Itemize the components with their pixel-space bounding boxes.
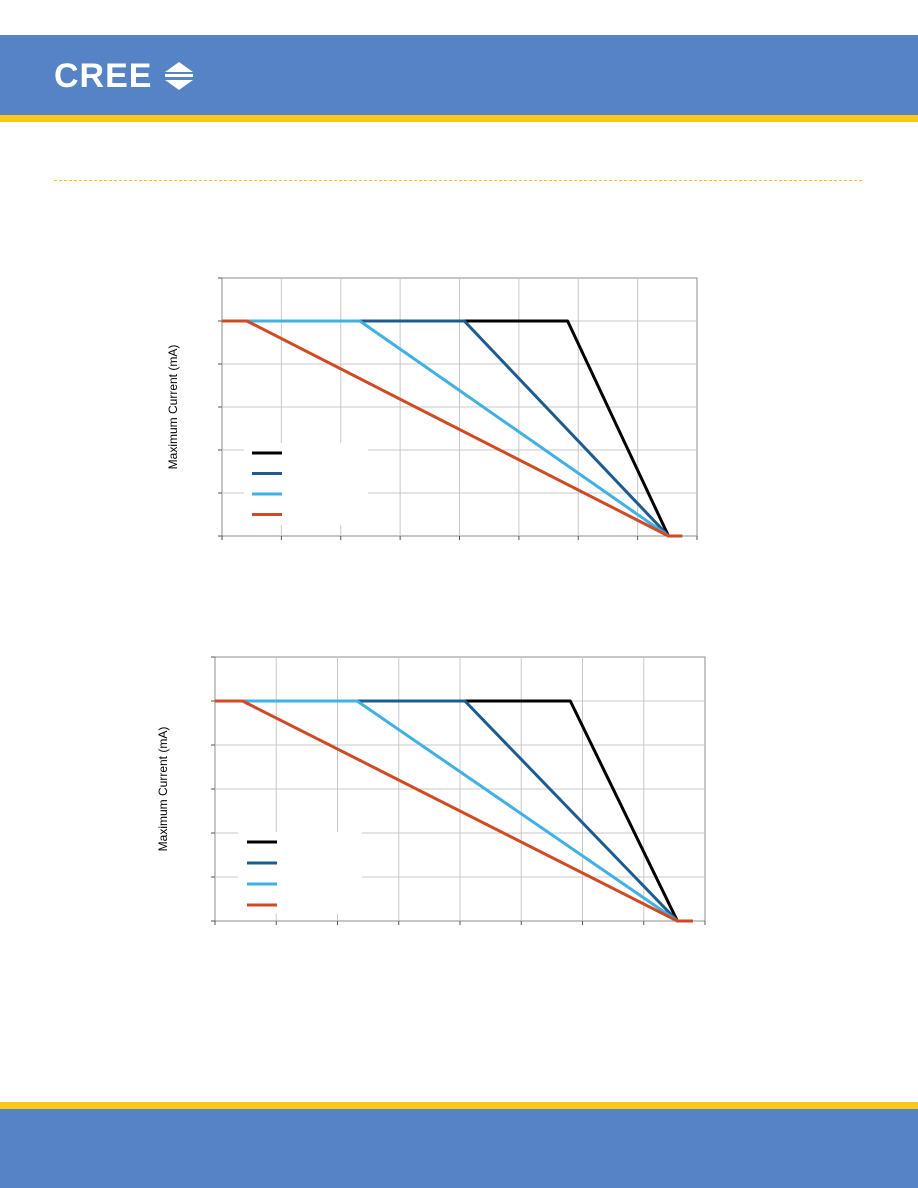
logo-wordmark: CREE — [54, 57, 153, 95]
series-line-3 — [222, 319, 683, 538]
plot-area — [214, 656, 706, 922]
y-axis-label: Maximum Current (mA) — [156, 727, 170, 852]
cree-chevron-icon — [164, 62, 193, 90]
footer-band — [0, 1109, 918, 1188]
header-band — [0, 35, 918, 115]
header-stripe — [0, 115, 918, 122]
legend-box — [244, 443, 368, 525]
cree-logo: CREE — [54, 58, 197, 98]
series-line-1 — [215, 699, 693, 923]
series-line-3 — [215, 699, 693, 923]
series-line-4 — [215, 699, 693, 923]
footer-stripe — [0, 1102, 918, 1109]
header-rule — [54, 180, 862, 181]
legend-box — [238, 832, 362, 914]
series-line-2 — [215, 699, 693, 923]
series-line-2 — [222, 319, 683, 538]
series-line-1 — [222, 319, 683, 538]
y-axis-label: Maximum Current (mA) — [166, 345, 180, 470]
plot-area — [221, 277, 698, 537]
series-line-4 — [222, 319, 683, 538]
